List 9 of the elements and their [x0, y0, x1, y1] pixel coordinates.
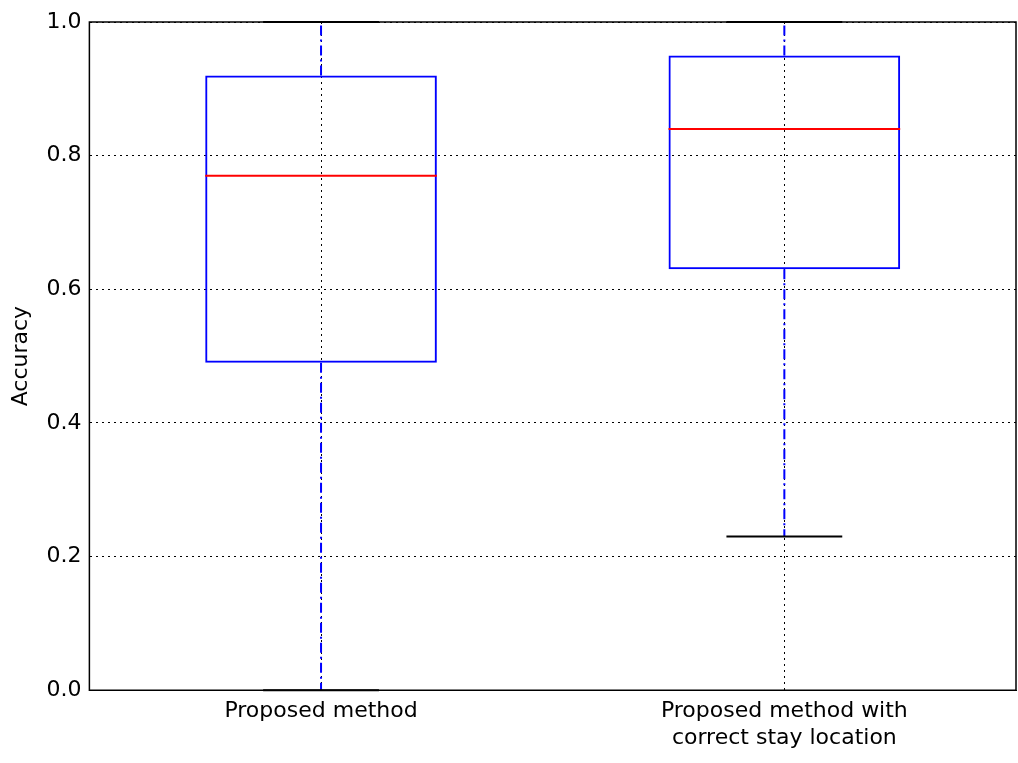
y-tick-label: 1.0	[46, 7, 82, 33]
y-tick-label: 0.0	[46, 675, 82, 701]
x-tick-label: Proposed method	[224, 697, 418, 723]
y-tick-label: 0.6	[46, 275, 82, 300]
y-tick-label: 0.2	[46, 542, 82, 568]
y-tick-label: 0.8	[46, 141, 82, 167]
x-tick-label: Proposed method with correct stay location	[660, 697, 908, 749]
y-tick-label: 0.4	[46, 408, 82, 434]
y-axis-title: Accuracy	[6, 305, 32, 407]
